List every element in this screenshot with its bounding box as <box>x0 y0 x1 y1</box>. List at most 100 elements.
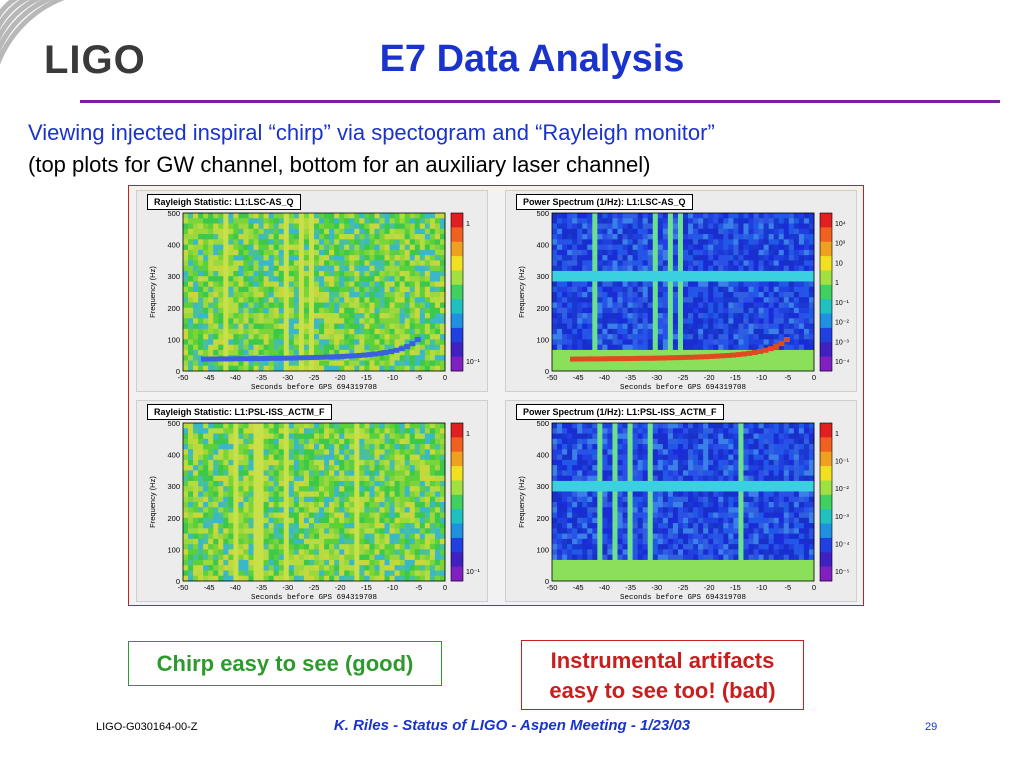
y-axis-label: Frequency (Hz) <box>148 266 157 318</box>
footer-citation: K. Riles - Status of LIGO - Aspen Meetin… <box>333 717 691 734</box>
y-tick-label: 0 <box>176 577 180 586</box>
x-tick-label: 0 <box>812 373 816 382</box>
x-tick-label: 0 <box>443 583 447 592</box>
y-tick-label: 500 <box>167 209 180 218</box>
x-tick-label: -20 <box>704 373 715 382</box>
x-tick-label: -15 <box>730 373 741 382</box>
colorbar <box>819 212 833 372</box>
x-tick-label: -50 <box>547 373 558 382</box>
colorbar-label: 10⁻¹ <box>466 569 480 576</box>
y-tick-label: 400 <box>536 451 549 460</box>
x-tick-label: 0 <box>443 373 447 382</box>
x-tick-label: -30 <box>282 583 293 592</box>
x-tick-label: -45 <box>573 373 584 382</box>
colorbar-label: 10⁻³ <box>835 514 849 521</box>
plot-title: Rayleigh Statistic: L1:LSC-AS_Q <box>147 194 301 210</box>
x-tick-label: -15 <box>361 373 372 382</box>
y-tick-label: 300 <box>536 272 549 281</box>
x-tick-label: -25 <box>678 373 689 382</box>
y-axis-label: Frequency (Hz) <box>148 476 157 528</box>
x-tick-label: -50 <box>178 583 189 592</box>
y-tick-label: 300 <box>167 272 180 281</box>
chirp-track <box>201 337 421 362</box>
y-tick-label: 100 <box>167 335 180 344</box>
plot-frame <box>551 212 815 372</box>
title-divider <box>80 100 1000 103</box>
y-tick-label: 200 <box>167 304 180 313</box>
colorbar-label: 10⁻⁵ <box>835 569 849 576</box>
colorbar-label: 10⁻¹ <box>835 300 849 307</box>
x-tick-label: -35 <box>625 583 636 592</box>
x-tick-label: -45 <box>204 583 215 592</box>
x-tick-label: -30 <box>651 373 662 382</box>
x-tick-label: -10 <box>387 373 398 382</box>
colorbar-label: 10⁻⁴ <box>835 541 850 548</box>
colorbar-label: 10⁻⁴ <box>835 359 850 366</box>
x-tick-label: -5 <box>784 583 791 592</box>
ligo-logo: LIGO <box>44 38 146 82</box>
x-tick-label: -10 <box>387 583 398 592</box>
y-tick-label: 200 <box>536 304 549 313</box>
y-tick-label: 300 <box>167 482 180 491</box>
x-tick-label: -35 <box>256 373 267 382</box>
callout-bad-line-1: Instrumental artifacts <box>550 648 775 673</box>
y-tick-label: 200 <box>536 514 549 523</box>
colorbar-label: 10³ <box>835 241 846 248</box>
plots-panel: 0 100 200 300 400 500 -50 -45 -40 -35 -30 -25 -20 -15… <box>128 185 864 606</box>
colorbar-label: 1 <box>466 221 470 228</box>
plot-rayleigh-aux: 0 100 200 300 400 500 -50 -45 -40 -35 -30 -25 -20 -15… <box>136 400 488 602</box>
y-tick-label: 500 <box>536 419 549 428</box>
plot-frame <box>551 422 815 582</box>
plot-frame <box>182 422 446 582</box>
colorbar-label: 10⁻² <box>835 486 849 493</box>
ligo-logo-arcs <box>0 0 65 65</box>
x-tick-label: -5 <box>415 373 422 382</box>
x-tick-label: -25 <box>309 373 320 382</box>
x-tick-label: -20 <box>335 583 346 592</box>
x-tick-label: 0 <box>812 583 816 592</box>
plot-title: Rayleigh Statistic: L1:PSL-ISS_ACTM_F <box>147 404 332 420</box>
colorbar-label: 1 <box>466 431 470 438</box>
x-tick-label: -50 <box>178 373 189 382</box>
colorbar-label: 10⁻³ <box>835 339 849 346</box>
colorbar-label: 10 <box>835 260 843 267</box>
y-tick-label: 500 <box>167 419 180 428</box>
x-axis-label: Seconds before GPS 694319708 <box>251 594 377 602</box>
plot-frame <box>182 212 446 372</box>
x-tick-label: -5 <box>415 583 422 592</box>
x-axis-label: Seconds before GPS 694319708 <box>620 594 746 602</box>
y-tick-label: 400 <box>167 451 180 460</box>
heatmap-cells <box>552 423 815 582</box>
y-tick-label: 200 <box>167 514 180 523</box>
colorbar-label: 10⁴ <box>835 221 846 228</box>
footer-doc-id: LIGO-G030164-00-Z <box>96 721 198 733</box>
x-axis-label: Seconds before GPS 694319708 <box>620 384 746 392</box>
plot-rayleigh-gw: 0 100 200 300 400 500 -50 -45 -40 -35 -30 -25 -20 -15… <box>136 190 488 392</box>
x-tick-label: -40 <box>230 373 241 382</box>
heatmap-cells <box>183 423 446 582</box>
x-tick-label: -15 <box>730 583 741 592</box>
plot-title: Power Spectrum (1/Hz): L1:LSC-AS_Q <box>516 194 693 210</box>
y-tick-label: 300 <box>536 482 549 491</box>
x-tick-label: -15 <box>361 583 372 592</box>
page-number: 29 <box>925 721 938 733</box>
y-tick-label: 0 <box>176 367 180 376</box>
plot-power-aux: 0 100 200 300 400 500 -50 -45 -40 -35 -30 -25 -20 -15… <box>505 400 857 602</box>
y-tick-label: 400 <box>167 241 180 250</box>
y-tick-label: 100 <box>536 545 549 554</box>
y-tick-label: 0 <box>545 577 549 586</box>
x-tick-label: -45 <box>573 583 584 592</box>
x-tick-label: -10 <box>756 373 767 382</box>
y-tick-label: 100 <box>167 545 180 554</box>
plot-power-gw: 0 100 200 300 400 500 -50 -45 -40 -35 -30 -25 -20 -15… <box>505 190 857 392</box>
y-tick-label: 500 <box>536 209 549 218</box>
x-tick-label: -40 <box>599 373 610 382</box>
y-axis-label: Frequency (Hz) <box>517 266 526 318</box>
subtitle-line-1: Viewing injected inspiral “chirp” via sp… <box>28 120 715 145</box>
subtitle-line-2: (top plots for GW channel, bottom for an… <box>28 152 651 177</box>
colorbar-label: 1 <box>835 280 839 287</box>
x-tick-label: -35 <box>256 583 267 592</box>
